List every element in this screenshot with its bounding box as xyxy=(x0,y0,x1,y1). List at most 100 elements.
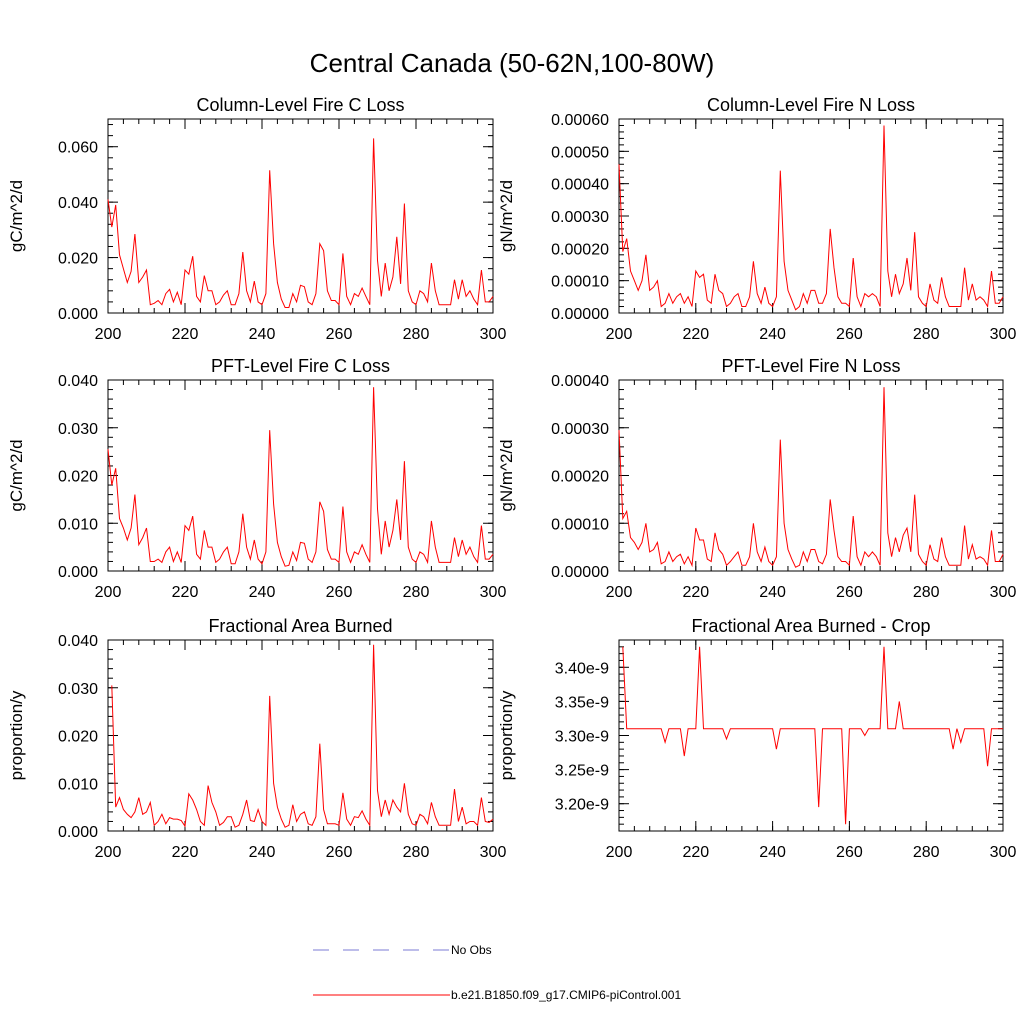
panel-title: PFT-Level Fire C Loss xyxy=(211,356,390,376)
x-tick-label: 300 xyxy=(990,584,1017,601)
y-axis-label: proportion/y xyxy=(7,690,26,780)
x-tick-label: 220 xyxy=(682,326,709,343)
y-tick-label: 0.040 xyxy=(58,195,98,212)
x-tick-label: 200 xyxy=(95,326,122,343)
x-tick-label: 240 xyxy=(249,326,276,343)
x-tick-label: 280 xyxy=(403,326,430,343)
y-tick-label: 0.020 xyxy=(58,251,98,268)
x-tick-label: 200 xyxy=(95,584,122,601)
y-tick-label: 0.00020 xyxy=(551,241,609,258)
y-axis-label: gN/m^2/d xyxy=(497,439,516,511)
y-tick-label: 0.00050 xyxy=(551,144,609,161)
y-tick-label: 0.020 xyxy=(58,729,98,746)
x-tick-label: 200 xyxy=(95,844,122,861)
y-axis-label: proportion/y xyxy=(497,690,516,780)
y-tick-label: 0.010 xyxy=(58,516,98,533)
panel-title: Fractional Area Burned xyxy=(208,616,392,636)
y-tick-label: 0.00020 xyxy=(551,469,609,486)
y-tick-label: 3.35e-9 xyxy=(555,694,609,711)
y-tick-label: 3.40e-9 xyxy=(555,660,609,677)
panel-title: Column-Level Fire N Loss xyxy=(707,95,915,115)
plot-frame xyxy=(107,639,494,832)
x-tick-label: 200 xyxy=(606,584,633,601)
x-tick-label: 300 xyxy=(480,326,507,343)
figure-title: Central Canada (50-62N,100-80W) xyxy=(310,48,715,78)
x-tick-label: 240 xyxy=(249,844,276,861)
y-axis-label: gN/m^2/d xyxy=(497,180,516,252)
x-tick-label: 280 xyxy=(913,844,940,861)
x-tick-label: 220 xyxy=(172,844,199,861)
y-tick-label: 0.00040 xyxy=(551,177,609,194)
plot-frame xyxy=(618,379,1004,572)
y-tick-label: 3.20e-9 xyxy=(555,797,609,814)
x-tick-label: 280 xyxy=(403,584,430,601)
x-tick-label: 260 xyxy=(326,584,353,601)
y-tick-label: 0.00000 xyxy=(551,306,609,323)
x-tick-label: 260 xyxy=(326,844,353,861)
x-tick-label: 300 xyxy=(990,326,1017,343)
x-tick-label: 300 xyxy=(990,844,1017,861)
legend-obs-label: No Obs xyxy=(451,943,492,957)
y-axis-label: gC/m^2/d xyxy=(7,180,26,252)
x-tick-label: 240 xyxy=(759,326,786,343)
panel-5: Fractional Area Burned - Crop 200 220 240 26… xyxy=(497,616,1016,861)
x-tick-label: 240 xyxy=(759,584,786,601)
y-tick-label: 0.040 xyxy=(58,373,98,390)
x-tick-label: 220 xyxy=(172,584,199,601)
series-line xyxy=(622,646,1003,825)
x-tick-label: 300 xyxy=(480,844,507,861)
plot-frame xyxy=(107,118,494,314)
x-tick-label: 260 xyxy=(836,326,863,343)
x-tick-label: 240 xyxy=(759,844,786,861)
y-tick-label: 0.00010 xyxy=(551,274,609,291)
panels: Column-Level Fire C Loss 200 220 240 260 280 3… xyxy=(7,95,1016,861)
panel-3: PFT-Level Fire N Loss 200 220 240 260 280 300 0… xyxy=(497,356,1016,601)
legend-model-label: b.e21.B1850.f09_g17.CMIP6-piControl.001 xyxy=(451,988,681,1002)
x-tick-label: 280 xyxy=(403,844,430,861)
series-line xyxy=(107,138,494,308)
y-tick-label: 0.060 xyxy=(58,140,98,157)
x-tick-label: 280 xyxy=(913,326,940,343)
x-tick-label: 200 xyxy=(606,326,633,343)
panel-2: PFT-Level Fire C Loss 200 220 240 260 280 300 0… xyxy=(7,356,506,601)
y-tick-label: 0.020 xyxy=(58,469,98,486)
y-tick-label: 0.00060 xyxy=(551,112,609,129)
panel-title: Column-Level Fire C Loss xyxy=(196,95,404,115)
y-tick-label: 0.000 xyxy=(58,306,98,323)
x-tick-label: 260 xyxy=(326,326,353,343)
x-tick-label: 220 xyxy=(682,584,709,601)
y-tick-label: 0.000 xyxy=(58,564,98,581)
x-tick-label: 260 xyxy=(836,584,863,601)
x-tick-label: 300 xyxy=(480,584,507,601)
x-tick-label: 260 xyxy=(836,844,863,861)
panel-4: Fractional Area Burned 200 220 240 260 280 300… xyxy=(7,616,506,861)
y-tick-label: 3.25e-9 xyxy=(555,763,609,780)
x-tick-label: 220 xyxy=(682,844,709,861)
plot-frame xyxy=(618,118,1004,314)
series-line xyxy=(618,125,1004,311)
panel-title: Fractional Area Burned - Crop xyxy=(691,616,930,636)
y-tick-label: 0.040 xyxy=(58,633,98,650)
series-line xyxy=(107,387,494,567)
series-line xyxy=(618,387,1004,568)
y-tick-label: 0.000 xyxy=(58,824,98,841)
y-tick-label: 0.00000 xyxy=(551,564,609,581)
y-axis-label: gC/m^2/d xyxy=(7,439,26,511)
plot-frame xyxy=(618,639,1004,832)
panel-0: Column-Level Fire C Loss 200 220 240 260 280 3… xyxy=(7,95,506,343)
y-tick-label: 0.010 xyxy=(58,776,98,793)
panel-1: Column-Level Fire N Loss 200 220 240 260 280 3… xyxy=(497,95,1016,343)
y-tick-label: 0.00010 xyxy=(551,516,609,533)
y-tick-label: 0.00040 xyxy=(551,373,609,390)
x-tick-label: 280 xyxy=(913,584,940,601)
legend: No Obs b.e21.B1850.f09_g17.CMIP6-piContr… xyxy=(313,943,681,1002)
y-tick-label: 0.00030 xyxy=(551,209,609,226)
panel-title: PFT-Level Fire N Loss xyxy=(721,356,900,376)
y-tick-label: 0.030 xyxy=(58,421,98,438)
y-tick-label: 0.00030 xyxy=(551,421,609,438)
x-tick-label: 200 xyxy=(606,844,633,861)
x-tick-label: 220 xyxy=(172,326,199,343)
series-line xyxy=(111,644,494,828)
y-tick-label: 3.30e-9 xyxy=(555,729,609,746)
